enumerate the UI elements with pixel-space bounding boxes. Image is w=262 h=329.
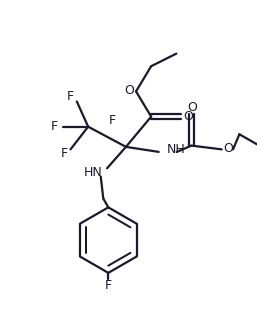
Text: O: O (223, 141, 233, 155)
Text: F: F (51, 120, 58, 133)
Text: O: O (183, 110, 193, 123)
Text: HN: HN (84, 165, 103, 179)
Text: F: F (61, 147, 68, 160)
Text: F: F (108, 114, 116, 127)
Text: F: F (67, 90, 74, 103)
Text: O: O (187, 101, 197, 114)
Text: F: F (105, 279, 112, 292)
Text: O: O (124, 84, 134, 97)
Text: NH: NH (167, 143, 186, 156)
